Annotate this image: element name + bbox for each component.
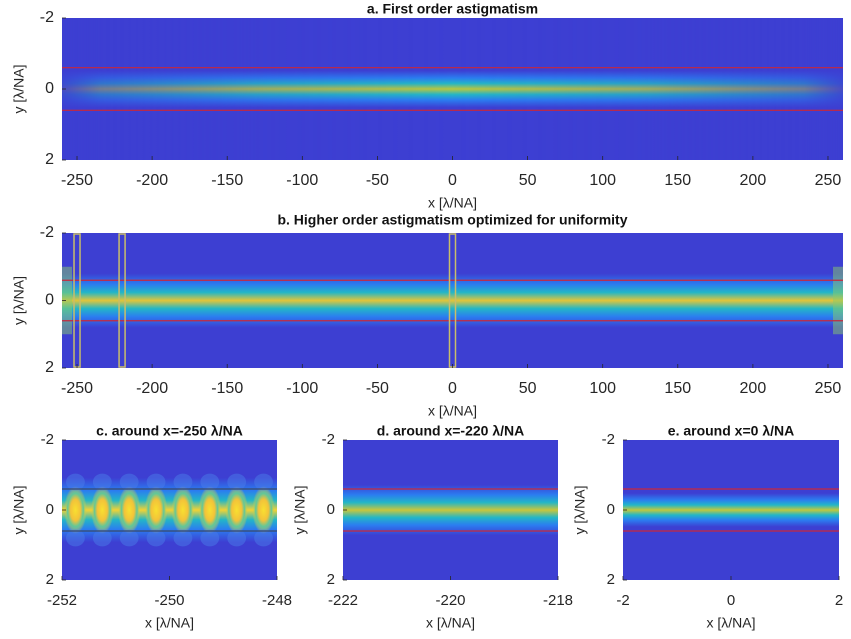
y-axis-label: y [λ/NA] xyxy=(292,485,308,534)
image-edge xyxy=(833,266,843,335)
image-side-lobe xyxy=(92,529,112,547)
x-axis-label: x [λ/NA] xyxy=(706,615,755,631)
x-tick-label: -100 xyxy=(286,380,318,397)
x-tick-label: -220 xyxy=(435,592,465,609)
y-tick-label: 0 xyxy=(607,501,615,518)
y-tick-label: 0 xyxy=(327,501,335,518)
x-tick-label: 0 xyxy=(727,592,735,609)
y-tick-label: -2 xyxy=(322,431,335,448)
x-tick-label: 250 xyxy=(815,380,842,397)
image-side-lobe xyxy=(66,473,85,491)
x-tick-label: 100 xyxy=(589,380,616,397)
image-side-lobe xyxy=(200,529,220,547)
x-tick-label: 0 xyxy=(448,380,457,397)
image-band xyxy=(62,233,843,368)
x-tick-label: -248 xyxy=(262,592,292,609)
image-lobe xyxy=(171,486,195,534)
image-band xyxy=(62,18,843,160)
y-tick-label: 2 xyxy=(45,151,54,168)
chart-title: b. Higher order astigmatism optimized fo… xyxy=(277,212,627,228)
image-edge xyxy=(62,266,72,335)
image-side-lobe xyxy=(146,473,166,491)
x-axis-label: x [λ/NA] xyxy=(426,615,475,631)
x-tick-label: 50 xyxy=(519,380,537,397)
y-axis-label: y [λ/NA] xyxy=(572,485,588,534)
image-side-lobe xyxy=(227,473,247,491)
x-axis-label: x [λ/NA] xyxy=(145,615,194,631)
y-tick-label: 0 xyxy=(45,80,54,97)
image-side-lobe xyxy=(119,529,139,547)
y-tick-label: 0 xyxy=(46,501,54,518)
x-tick-label: -100 xyxy=(286,172,318,189)
x-tick-label: 150 xyxy=(664,172,691,189)
chart-title: c. around x=-250 λ/NA xyxy=(96,423,243,439)
y-tick-label: -2 xyxy=(40,224,54,241)
image-lobe xyxy=(144,486,168,534)
image-lobe xyxy=(252,486,275,534)
image-side-lobe xyxy=(227,529,247,547)
image-side-lobe xyxy=(200,473,220,491)
x-tick-label: 2 xyxy=(835,592,843,609)
y-tick-label: 2 xyxy=(45,359,54,376)
x-tick-label: -252 xyxy=(47,592,77,609)
x-tick-label: -50 xyxy=(366,172,389,189)
x-tick-label: -2 xyxy=(616,592,629,609)
image-lobe xyxy=(91,486,114,534)
x-axis-label: x [λ/NA] xyxy=(428,403,477,419)
y-tick-label: 2 xyxy=(327,571,335,588)
x-tick-label: -200 xyxy=(136,380,168,397)
image-side-lobe xyxy=(146,529,166,547)
image-side-lobe xyxy=(66,529,85,547)
chart-title: d. around x=-220 λ/NA xyxy=(377,423,524,439)
image-side-lobe xyxy=(254,529,273,547)
image-band xyxy=(623,440,839,580)
image-side-lobe xyxy=(173,473,193,491)
y-tick-label: -2 xyxy=(40,9,54,26)
y-axis-label: y [λ/NA] xyxy=(11,485,27,534)
x-tick-label: -250 xyxy=(154,592,184,609)
x-tick-label: -150 xyxy=(211,172,243,189)
x-tick-label: 150 xyxy=(664,380,691,397)
chart-title: e. around x=0 λ/NA xyxy=(668,423,794,439)
x-tick-label: 50 xyxy=(519,172,537,189)
y-axis-label: y [λ/NA] xyxy=(11,276,27,325)
x-tick-label: 200 xyxy=(740,172,767,189)
x-axis-label: x [λ/NA] xyxy=(428,195,477,211)
image-band xyxy=(343,440,558,580)
image-lobe xyxy=(117,486,141,534)
y-tick-label: 2 xyxy=(607,571,615,588)
x-tick-label: 250 xyxy=(815,172,842,189)
image-lobe xyxy=(198,486,222,534)
x-tick-label: -250 xyxy=(61,380,93,397)
x-tick-label: 100 xyxy=(589,172,616,189)
y-tick-label: -2 xyxy=(602,431,615,448)
x-tick-label: 0 xyxy=(448,172,457,189)
image-side-lobe xyxy=(173,529,193,547)
image-lobe xyxy=(225,486,248,534)
x-tick-label: -200 xyxy=(136,172,168,189)
y-tick-label: 2 xyxy=(46,571,54,588)
highlight-box xyxy=(118,233,126,368)
x-tick-label: 200 xyxy=(740,380,767,397)
y-tick-label: 0 xyxy=(45,292,54,309)
chart-title: a. First order astigmatism xyxy=(367,1,538,17)
image-side-lobe xyxy=(119,473,139,491)
x-tick-label: -50 xyxy=(366,380,389,397)
x-tick-label: -250 xyxy=(61,172,93,189)
x-tick-label: -222 xyxy=(328,592,358,609)
y-axis-label: y [λ/NA] xyxy=(11,64,27,113)
image-lobe xyxy=(64,486,87,534)
x-tick-label: -218 xyxy=(543,592,573,609)
image-side-lobe xyxy=(254,473,273,491)
image-side-lobe xyxy=(92,473,112,491)
x-tick-label: -150 xyxy=(211,380,243,397)
y-tick-label: -2 xyxy=(41,431,54,448)
